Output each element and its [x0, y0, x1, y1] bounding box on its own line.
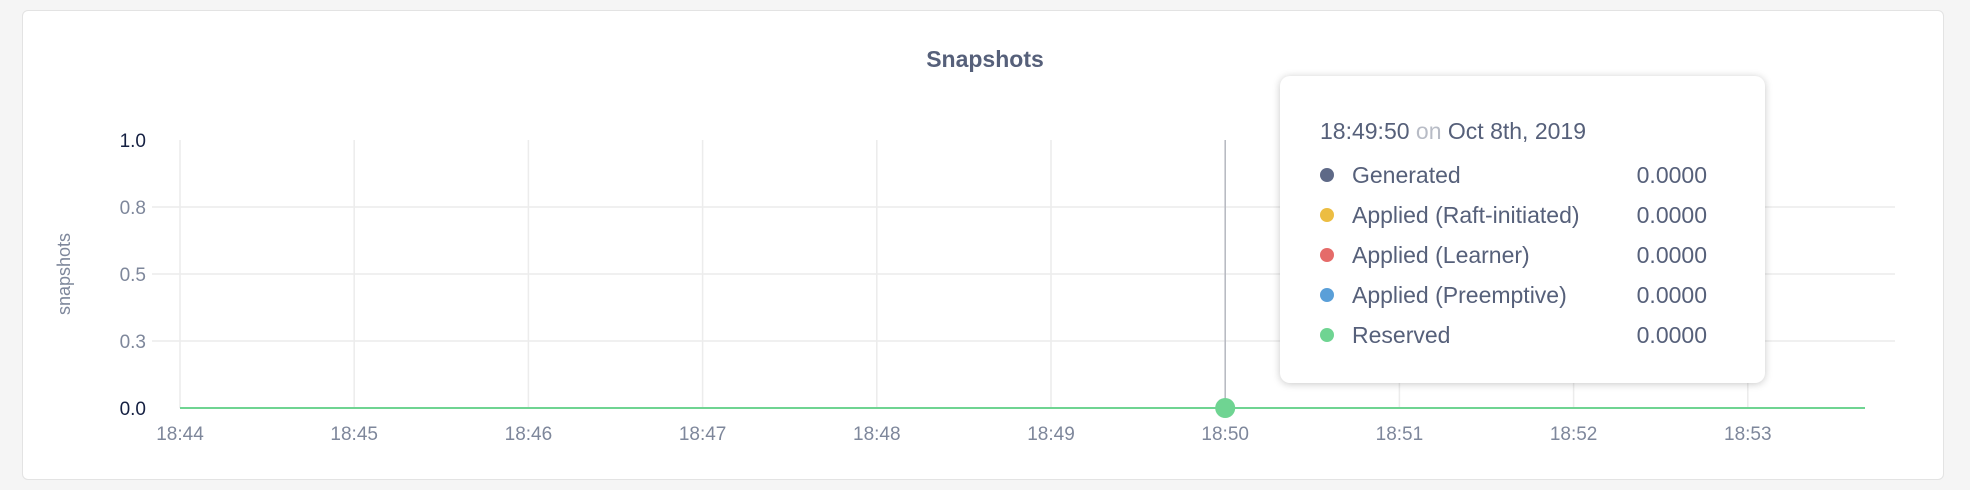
- series-color-dot-icon: [1320, 168, 1334, 182]
- series-color-dot-icon: [1320, 208, 1334, 222]
- x-tick-label: 18:49: [1027, 424, 1075, 445]
- tooltip-series-label: Applied (Learner): [1352, 242, 1530, 268]
- y-axis-label: snapshots: [54, 233, 74, 315]
- tooltip-series-value: 0.0000: [1636, 202, 1707, 228]
- x-tick-label: 18:45: [330, 424, 378, 445]
- tooltip-series-value: 0.0000: [1636, 162, 1707, 188]
- tooltip-row: Reserved 0.0000: [1320, 320, 1707, 350]
- y-tick-label: 0.8: [120, 198, 146, 219]
- tooltip-series-label: Applied (Preemptive): [1352, 282, 1567, 308]
- y-tick-label: 1.0: [120, 131, 146, 152]
- x-tick-label: 18:47: [679, 424, 727, 445]
- x-tick-label: 18:46: [505, 424, 553, 445]
- x-tick-label: 18:53: [1724, 424, 1772, 445]
- hover-tooltip: 18:49:50 on Oct 8th, 2019 Generated 0.000…: [1280, 76, 1765, 383]
- tooltip-date: Oct 8th, 2019: [1447, 118, 1586, 144]
- y-tick-label: 0.0: [120, 399, 146, 420]
- tooltip-series-value: 0.0000: [1636, 282, 1707, 308]
- x-tick-label: 18:48: [853, 424, 901, 445]
- tooltip-series-label: Applied (Raft-initiated): [1352, 202, 1580, 228]
- y-tick-label: 0.3: [120, 332, 146, 353]
- tooltip-header: 18:49:50 on Oct 8th, 2019: [1320, 118, 1586, 145]
- chart-title: Snapshots: [926, 46, 1044, 72]
- y-tick-label: 0.5: [120, 265, 146, 286]
- tooltip-series-value: 0.0000: [1636, 322, 1707, 348]
- x-tick-label: 18:52: [1550, 424, 1598, 445]
- x-tick-label: 18:50: [1201, 424, 1249, 445]
- series-color-dot-icon: [1320, 248, 1334, 262]
- x-tick-label: 18:44: [156, 424, 204, 445]
- tooltip-row: Applied (Preemptive) 0.0000: [1320, 280, 1707, 310]
- tooltip-on: on: [1415, 118, 1442, 144]
- tooltip-time: 18:49:50: [1320, 118, 1410, 144]
- tooltip-row: Applied (Learner) 0.0000: [1320, 240, 1707, 270]
- tooltip-row: Applied (Raft-initiated) 0.0000: [1320, 200, 1707, 230]
- tooltip-series-value: 0.0000: [1636, 242, 1707, 268]
- hover-point: [1215, 398, 1236, 418]
- series-color-dot-icon: [1320, 328, 1334, 342]
- tooltip-series-label: Reserved: [1352, 322, 1451, 348]
- x-tick-label: 18:51: [1376, 424, 1424, 445]
- tooltip-row: Generated 0.0000: [1320, 160, 1707, 190]
- tooltip-series-label: Generated: [1352, 162, 1461, 188]
- series-color-dot-icon: [1320, 288, 1334, 302]
